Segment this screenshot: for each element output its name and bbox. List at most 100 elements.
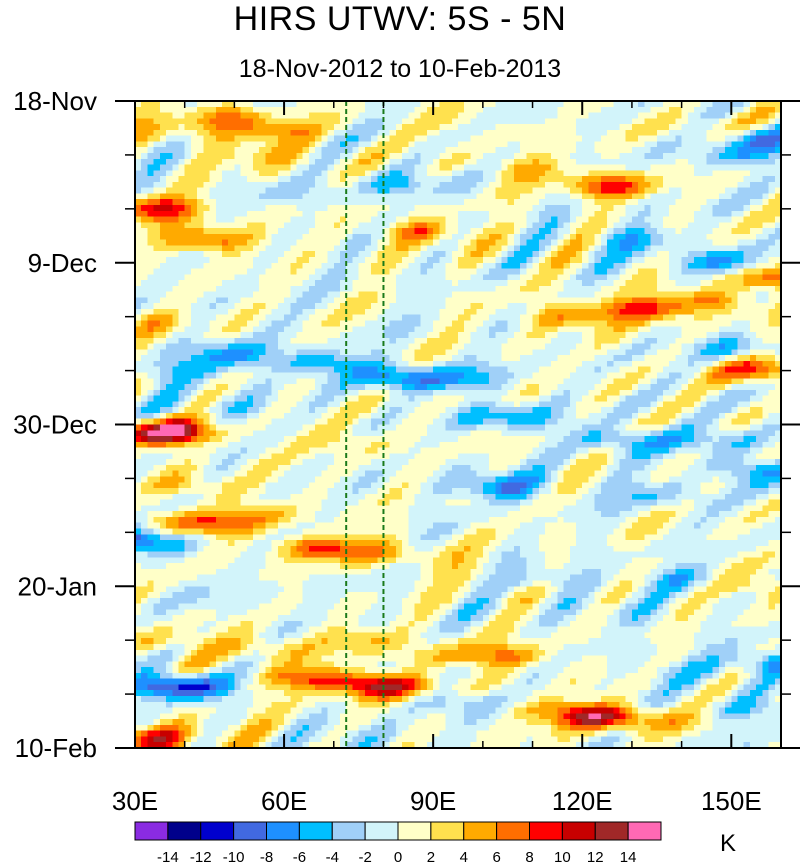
- field-cell: [495, 181, 503, 189]
- field-cell: [544, 308, 552, 316]
- field-cell: [563, 239, 571, 247]
- field-cell: [302, 124, 310, 131]
- field-cell: [221, 245, 229, 252]
- field-cell: [619, 274, 627, 281]
- field-cell: [302, 158, 310, 166]
- field-cell: [644, 291, 652, 299]
- field-cell: [420, 181, 428, 189]
- field-cell: [613, 268, 621, 275]
- field-cell: [694, 366, 701, 374]
- field-cell: [290, 268, 298, 275]
- field-cell: [147, 216, 155, 223]
- field-cell: [433, 164, 440, 171]
- field-cell: [265, 314, 273, 322]
- field-cell: [768, 280, 776, 287]
- field-cell: [532, 193, 540, 200]
- field-cell: [607, 187, 614, 195]
- field-cell: [358, 366, 366, 374]
- field-cell: [184, 360, 192, 368]
- field-cell: [464, 112, 472, 119]
- field-cell: [756, 193, 763, 200]
- field-cell: [774, 291, 781, 299]
- field-cell: [147, 251, 155, 258]
- field-cell: [538, 314, 546, 322]
- field-cell: [147, 256, 155, 264]
- field-cell: [749, 216, 757, 223]
- field-cell: [383, 176, 391, 183]
- field-cell: [768, 274, 776, 281]
- field-cell: [687, 112, 695, 119]
- field-cell: [352, 176, 360, 183]
- field-cell: [687, 158, 695, 166]
- field-cell: [215, 372, 223, 379]
- field-cell: [607, 268, 614, 275]
- field-cell: [135, 147, 142, 154]
- field-cell: [551, 170, 558, 177]
- field-cell: [607, 291, 614, 299]
- field-cell: [631, 349, 639, 356]
- field-cell: [638, 337, 645, 345]
- field-cell: [495, 291, 503, 299]
- field-cell: [712, 320, 720, 327]
- field-cell: [290, 141, 298, 148]
- field-cell: [253, 204, 260, 212]
- field-cell: [284, 320, 291, 327]
- field-cell: [203, 106, 211, 114]
- field-cell: [203, 170, 211, 177]
- field-cell: [762, 297, 770, 304]
- field-cell: [209, 372, 217, 379]
- field-cell: [718, 372, 726, 379]
- field-cell: [731, 158, 739, 166]
- field-cell: [743, 152, 751, 160]
- field-cell: [190, 308, 198, 316]
- field-cell: [464, 176, 472, 183]
- field-cell: [731, 280, 739, 287]
- field-cell: [451, 337, 459, 345]
- field-cell: [346, 268, 353, 275]
- field-cell: [712, 216, 720, 223]
- field-cell: [339, 164, 347, 171]
- field-cell: [377, 176, 385, 183]
- field-cell: [265, 343, 273, 351]
- field-cell: [333, 129, 341, 137]
- field-cell: [694, 303, 701, 310]
- field-cell: [700, 303, 708, 310]
- field-cell: [389, 360, 397, 368]
- field-cell: [135, 141, 142, 148]
- field-cell: [706, 320, 714, 327]
- field-cell: [352, 337, 360, 345]
- field-cell: [551, 332, 558, 339]
- field-cell: [576, 239, 583, 247]
- field-cell: [762, 239, 770, 247]
- field-cell: [576, 332, 583, 339]
- field-cell: [395, 360, 403, 368]
- field-cell: [439, 332, 447, 339]
- field-cell: [265, 285, 273, 293]
- field-cell: [712, 199, 720, 206]
- field-cell: [582, 124, 590, 131]
- field-cell: [594, 193, 602, 200]
- field-cell: [377, 314, 385, 322]
- field-cell: [352, 332, 360, 339]
- field-cell: [234, 164, 242, 171]
- field-cell: [756, 314, 763, 322]
- field-cell: [141, 112, 149, 119]
- field-cell: [265, 297, 273, 304]
- field-cell: [725, 355, 732, 362]
- field-cell: [234, 216, 242, 223]
- field-cell: [451, 245, 459, 252]
- field-cell: [159, 343, 167, 351]
- field-cell: [476, 349, 484, 356]
- field-cell: [631, 291, 639, 299]
- field-cell: [395, 170, 403, 177]
- field-cell: [600, 164, 608, 171]
- field-cell: [234, 360, 242, 368]
- field-cell: [532, 239, 540, 247]
- field-cell: [520, 106, 527, 114]
- field-cell: [240, 262, 248, 270]
- field-cell: [408, 199, 416, 206]
- field-cell: [470, 280, 478, 287]
- field-cell: [364, 106, 372, 114]
- field-cell: [582, 176, 590, 183]
- field-cell: [451, 355, 459, 362]
